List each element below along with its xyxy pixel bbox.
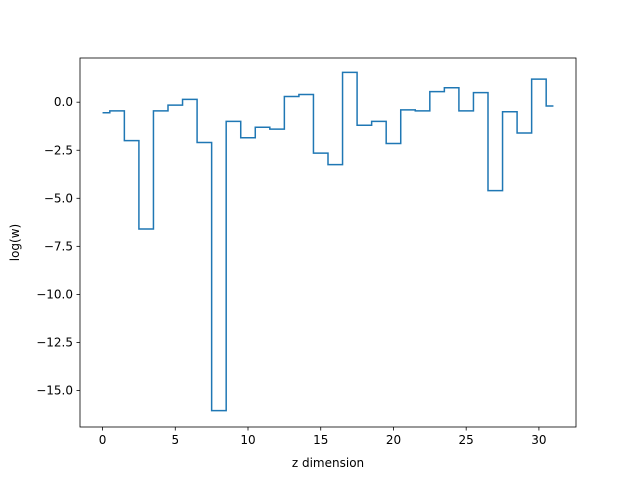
y-tick-label: −12.5 — [36, 335, 73, 349]
x-tick-label: 20 — [386, 433, 401, 447]
x-axis-label: z dimension — [292, 456, 364, 470]
series-line-0 — [102, 71, 554, 412]
x-tick-label: 15 — [313, 433, 328, 447]
axes-frame — [79, 57, 577, 428]
y-tick-label: −10.0 — [36, 287, 73, 301]
y-tick-label: −15.0 — [36, 383, 73, 397]
x-tick-label: 25 — [459, 433, 474, 447]
y-tick-label: −2.5 — [44, 143, 73, 157]
x-tick-label: 30 — [531, 433, 546, 447]
x-tick-label: 5 — [171, 433, 179, 447]
y-tick-label: −7.5 — [44, 239, 73, 253]
x-tick-label: 0 — [99, 433, 107, 447]
y-tick-label: −5.0 — [44, 191, 73, 205]
x-tick-label: 10 — [240, 433, 255, 447]
y-tick-label: 0.0 — [54, 95, 73, 109]
axes: 0 5 10 15 20 25 30 0.0 −2.5 −5.0 −7.5 −10.0 −12.5 −15… — [36, 57, 577, 447]
y-axis-label: log(w) — [8, 224, 22, 261]
plot-area — [102, 71, 554, 412]
